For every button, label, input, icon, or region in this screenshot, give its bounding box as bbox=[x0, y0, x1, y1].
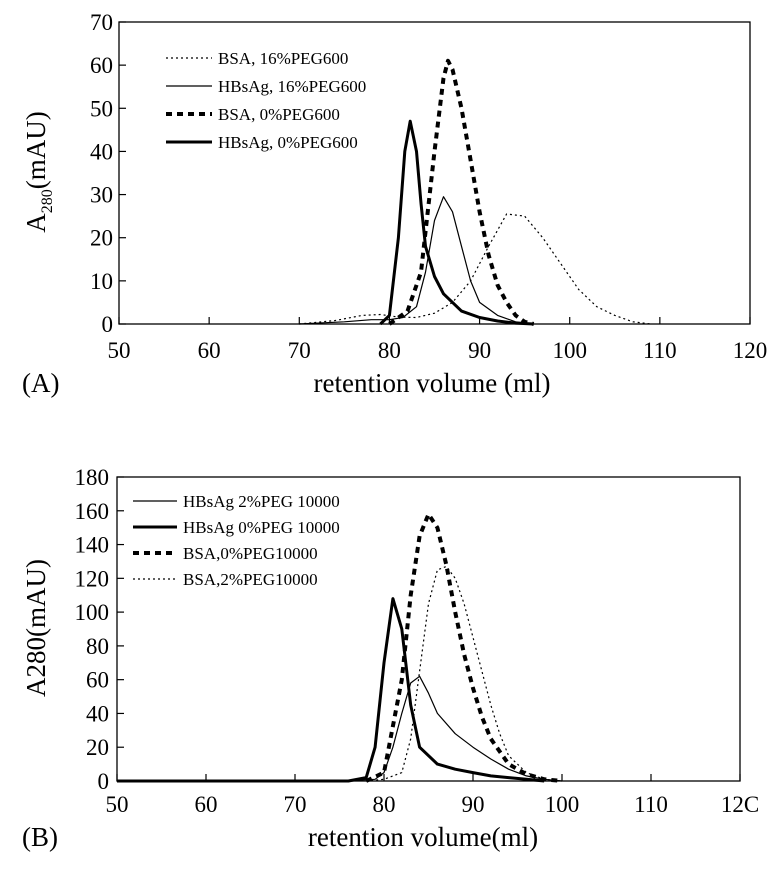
y-tick-label: 120 bbox=[75, 566, 110, 591]
y-tick-label: 30 bbox=[90, 183, 113, 208]
x-tick-label: 50 bbox=[106, 792, 129, 817]
x-tick-label: 80 bbox=[373, 792, 396, 817]
y-axis-title-a-subscript: 280 bbox=[39, 189, 56, 213]
x-tick-label: 80 bbox=[378, 338, 401, 363]
x-axis-title-b: retention volume(ml) bbox=[308, 822, 538, 852]
x-tick-label: 120 bbox=[733, 338, 768, 363]
y-tick-label: 40 bbox=[90, 139, 113, 164]
legend-label: BSA,0%PEG10000 bbox=[183, 544, 318, 563]
series-line-a-3 bbox=[388, 58, 535, 326]
x-tick-label: 90 bbox=[462, 792, 485, 817]
chart-panel-a: (A) retention volume (ml) A280(mAU) 50 60… bbox=[21, 10, 767, 398]
y-tick-label: 180 bbox=[75, 465, 110, 490]
x-tick-label: 12C bbox=[721, 792, 759, 817]
series-line-b-3 bbox=[365, 512, 563, 783]
legend-label: HBsAg, 0%PEG600 bbox=[218, 133, 358, 152]
legend-label: BSA, 16%PEG600 bbox=[218, 49, 348, 68]
legend-label: BSA,2%PEG10000 bbox=[183, 570, 318, 589]
x-tick-label: 110 bbox=[643, 338, 677, 363]
legend-label: HBsAg 0%PEG 10000 bbox=[183, 518, 340, 537]
x-tick-label: 70 bbox=[284, 792, 307, 817]
y-tick-label: 10 bbox=[90, 269, 113, 294]
series-line-b-2 bbox=[117, 597, 545, 783]
y-tick-label: 160 bbox=[75, 499, 110, 524]
legend-label: HBsAg, 16%PEG600 bbox=[218, 77, 366, 96]
legend-label: BSA, 0%PEG600 bbox=[218, 105, 340, 124]
series-line-a-2 bbox=[299, 196, 534, 325]
y-tick-label: 140 bbox=[75, 533, 110, 558]
x-tick-label: 60 bbox=[198, 338, 221, 363]
series-line-b-4 bbox=[366, 565, 563, 782]
x-tick-label: 50 bbox=[108, 338, 131, 363]
y-axis-title-a-unit: (mAU) bbox=[21, 111, 51, 189]
series-line-a-1 bbox=[299, 213, 651, 325]
series-line-b-1 bbox=[117, 675, 563, 782]
y-tick-label: 40 bbox=[86, 701, 109, 726]
series-line-a-4 bbox=[379, 119, 534, 326]
panel-label-b: (B) bbox=[22, 822, 58, 852]
y-tick-label: 100 bbox=[75, 600, 110, 625]
y-axis-title-a-main: A bbox=[21, 213, 51, 233]
y-tick-label: 20 bbox=[90, 226, 113, 251]
panel-label-a: (A) bbox=[22, 368, 59, 398]
y-tick-label: 0 bbox=[102, 312, 114, 337]
y-axis-title-a: A280(mAU) bbox=[21, 111, 56, 232]
y-tick-label: 60 bbox=[86, 668, 109, 693]
y-tick-label: 60 bbox=[90, 53, 113, 78]
plot-frame-b bbox=[116, 476, 741, 782]
x-tick-label: 110 bbox=[634, 792, 668, 817]
x-tick-label: 90 bbox=[468, 338, 491, 363]
x-tick-label: 100 bbox=[545, 792, 580, 817]
y-tick-label: 70 bbox=[90, 10, 113, 35]
x-axis-title-a: retention volume (ml) bbox=[314, 368, 551, 398]
chart-panel-b: (B) retention volume(ml) A280(mAU) 50 60 7… bbox=[21, 465, 759, 852]
plot-frame-a bbox=[118, 21, 751, 325]
y-tick-label: 0 bbox=[98, 769, 110, 794]
x-tick-label: 70 bbox=[288, 338, 311, 363]
y-tick-label: 80 bbox=[86, 634, 109, 659]
y-axis-title-b: A280(mAU) bbox=[21, 559, 51, 697]
legend-label: HBsAg 2%PEG 10000 bbox=[183, 492, 340, 511]
x-tick-label: 60 bbox=[195, 792, 218, 817]
y-tick-label: 20 bbox=[86, 735, 109, 760]
y-tick-label: 50 bbox=[90, 96, 113, 121]
x-tick-label: 100 bbox=[552, 338, 587, 363]
